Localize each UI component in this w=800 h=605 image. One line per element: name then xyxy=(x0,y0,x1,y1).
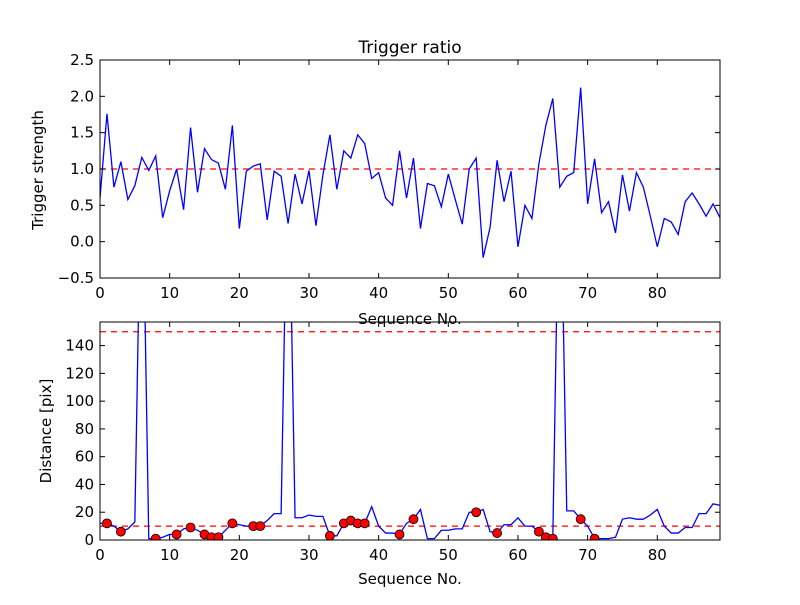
data-point-marker xyxy=(213,532,224,540)
data-point-marker xyxy=(171,529,182,540)
data-point-marker xyxy=(227,518,238,529)
x-tick-label: 20 xyxy=(230,546,249,564)
y-tick-label: 120 xyxy=(65,364,94,382)
data-point-marker xyxy=(533,526,544,537)
data-point-marker xyxy=(324,530,335,540)
x-tick-label: 20 xyxy=(230,284,249,302)
y-tick-label: 0.0 xyxy=(70,233,94,251)
top-plot: 0 10 20 30 40 50 60 70 80 −0.5 0.0 0.5 1.0 1.5 2.0 2.5 xyxy=(58,51,721,302)
bottom-ylabel: Distance [pix] xyxy=(37,379,55,484)
x-tick-label: 70 xyxy=(578,546,597,564)
data-point-marker xyxy=(589,533,600,540)
data-point-marker xyxy=(185,522,196,533)
x-tick-label: 40 xyxy=(369,284,388,302)
x-tick-label: 30 xyxy=(299,546,318,564)
y-tick-label: 2.5 xyxy=(70,51,94,69)
data-point-marker xyxy=(575,514,586,525)
y-tick-label: 0 xyxy=(84,531,94,549)
data-point-marker xyxy=(102,518,112,529)
y-tick-label: 1.5 xyxy=(70,124,94,142)
axes-frame xyxy=(99,321,721,541)
x-tick-label: 10 xyxy=(160,284,179,302)
x-tick-label: 0 xyxy=(95,284,105,302)
y-tick-label: 1.0 xyxy=(70,160,94,178)
y-tick-label: 0.5 xyxy=(70,196,94,214)
y-tick-label: 60 xyxy=(75,448,94,466)
x-tick-label: 40 xyxy=(369,546,388,564)
data-point-marker xyxy=(255,521,266,532)
y-tick-label: 100 xyxy=(65,392,94,410)
data-point-marker xyxy=(408,514,419,525)
data-point-marker xyxy=(359,518,370,529)
data-point-marker xyxy=(547,533,558,540)
chart-title: Trigger ratio xyxy=(357,38,461,58)
x-tick-label: 30 xyxy=(299,284,318,302)
x-tick-label: 80 xyxy=(648,284,667,302)
data-point-marker xyxy=(115,526,126,537)
x-tick-label: 10 xyxy=(160,546,179,564)
data-point-marker xyxy=(492,528,502,538)
y-tick-label: 140 xyxy=(65,337,94,355)
top-xlabel: Sequence No. xyxy=(358,310,462,328)
x-tick-label: 0 xyxy=(95,546,105,564)
y-tick-label: 20 xyxy=(75,503,94,521)
top-ylabel: Trigger strength xyxy=(29,110,47,231)
x-tick-label: 50 xyxy=(439,284,458,302)
series-line xyxy=(100,87,720,258)
y-tick-label: −0.5 xyxy=(58,269,94,287)
x-tick-label: 50 xyxy=(439,546,458,564)
data-point-marker xyxy=(394,529,405,540)
x-tick-label: 80 xyxy=(648,546,667,564)
data-point-marker xyxy=(471,507,482,518)
data-point-marker xyxy=(150,533,161,540)
x-tick-label: 70 xyxy=(578,284,597,302)
x-tick-label: 60 xyxy=(508,546,527,564)
y-tick-label: 2.0 xyxy=(70,87,94,105)
y-tick-label: 40 xyxy=(75,475,94,493)
y-tick-label: 80 xyxy=(75,420,94,438)
series-line xyxy=(100,322,720,540)
bottom-xlabel: Sequence No. xyxy=(358,570,462,588)
x-tick-label: 60 xyxy=(508,284,527,302)
bottom-plot: 0 10 20 30 40 50 60 70 80 0 20 40 60 80 100 120 140 xyxy=(65,321,721,564)
